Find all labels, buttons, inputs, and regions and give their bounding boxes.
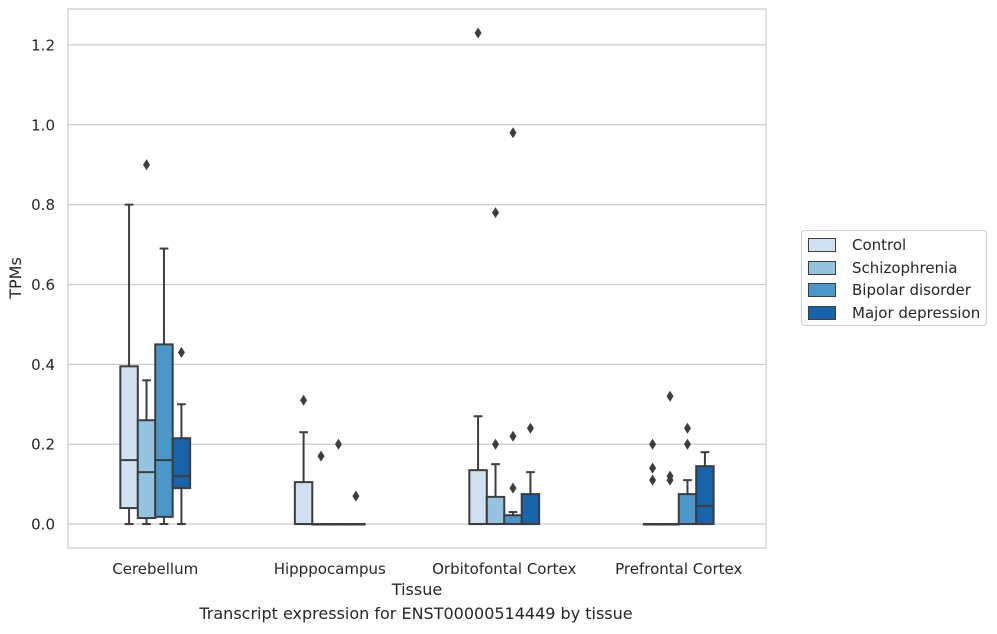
- legend-item-bipolar-disorder: Bipolar disorder: [808, 279, 986, 302]
- x-tick-label: Orbitofontal Cortex: [432, 560, 576, 578]
- legend-swatch-schizophrenia: [808, 260, 836, 275]
- y-tick-label: 0.2: [31, 436, 55, 454]
- box-body: [119, 365, 139, 510]
- box-group: [503, 127, 523, 526]
- legend: Control Schizophrenia Bipolar disorder M…: [801, 230, 987, 326]
- legend-item-control: Control: [808, 234, 986, 257]
- x-tick-label: Prefrontal Cortex: [615, 560, 742, 578]
- box-body: [520, 493, 541, 526]
- outlier-point: [509, 430, 517, 442]
- box-body: [677, 493, 698, 526]
- y-tick-label: 0.8: [31, 196, 55, 214]
- box-group: [520, 422, 541, 526]
- outlier-point: [492, 438, 500, 450]
- outlier-point: [666, 474, 674, 486]
- box-group: [642, 438, 663, 526]
- box-body: [171, 437, 192, 490]
- box-body: [136, 419, 157, 520]
- y-tick-label: 1.0: [31, 116, 55, 134]
- boxes-layer: [119, 27, 715, 526]
- legend-swatch-control: [808, 238, 836, 253]
- outlier-point: [649, 438, 657, 450]
- outlier-point: [300, 394, 308, 406]
- y-tick-label: 1.2: [31, 36, 55, 54]
- outlier-point: [526, 422, 534, 434]
- legend-label-control: Control: [852, 236, 907, 255]
- y-axis-label: TPMs: [6, 257, 25, 300]
- outlier-point: [666, 390, 674, 402]
- x-tick-label: Cerebellum: [112, 560, 198, 578]
- legend-label-bipolar-disorder: Bipolar disorder: [852, 281, 971, 300]
- legend-label-schizophrenia: Schizophrenia: [852, 258, 958, 277]
- outlier-point: [334, 438, 342, 450]
- outlier-point: [474, 27, 482, 39]
- outlier-point: [177, 346, 185, 358]
- legend-swatch-bipolar-disorder: [808, 283, 836, 298]
- box-body: [468, 469, 488, 526]
- plot-frame: [67, 8, 767, 549]
- y-tick-label: 0.0: [31, 516, 55, 534]
- box-group: [119, 203, 139, 526]
- box-body: [695, 465, 715, 526]
- box-group: [468, 27, 488, 526]
- box-group: [695, 451, 715, 526]
- outlier-point: [317, 450, 325, 462]
- y-tick-label: 0.6: [31, 276, 55, 294]
- y-tick-label: 0.4: [31, 356, 55, 374]
- outlier-point: [352, 490, 360, 502]
- box-group: [154, 247, 174, 526]
- outlier-point: [492, 207, 500, 219]
- x-axis-ticks: Cerebellum Hipppocampus Orbitofontal Corte…: [112, 560, 742, 578]
- outlier-point: [649, 462, 657, 474]
- outlier-point: [509, 482, 517, 494]
- box-group: [171, 346, 192, 526]
- box-group: [677, 422, 698, 526]
- box-group: [328, 438, 349, 526]
- outlier-point: [509, 127, 517, 139]
- box-group: [293, 394, 314, 526]
- x-axis-label: Tissue: [391, 580, 442, 599]
- legend-item-major-depression: Major depression: [808, 302, 986, 325]
- box-group: [311, 450, 331, 526]
- box-body: [293, 481, 314, 526]
- outlier-point: [649, 474, 657, 486]
- box-body: [154, 343, 174, 518]
- y-axis-ticks: 0.0 0.2 0.4 0.6 0.8 1.0 1.2: [31, 36, 55, 533]
- outlier-point: [683, 422, 691, 434]
- outlier-point: [143, 159, 151, 171]
- x-tick-label: Hipppocampus: [274, 560, 386, 578]
- box-body: [503, 514, 523, 526]
- chart-caption: Transcript expression for ENST0000051444…: [199, 604, 633, 623]
- outlier-point: [683, 438, 691, 450]
- box-group: [346, 490, 366, 526]
- legend-label-major-depression: Major depression: [852, 303, 981, 322]
- legend-item-schizophrenia: Schizophrenia: [808, 257, 986, 280]
- legend-swatch-major-depression: [808, 305, 836, 320]
- box-body: [485, 495, 506, 526]
- box-group: [485, 207, 506, 526]
